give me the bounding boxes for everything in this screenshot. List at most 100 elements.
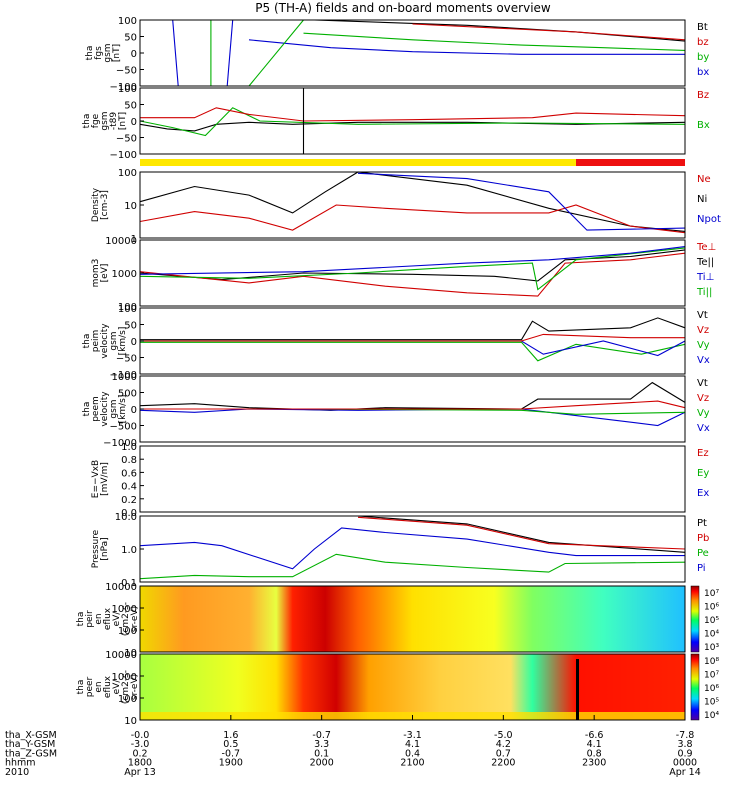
legend-entry: Vz — [697, 325, 709, 336]
legend-entry: Pi — [697, 563, 706, 574]
y-tick-label: 0.8 — [121, 455, 137, 466]
colorbar-label: 10⁵ — [704, 616, 719, 626]
panel-frame — [139, 445, 686, 513]
series-3-line — [357, 515, 686, 553]
series-1-line — [139, 527, 685, 570]
ephemeris-footer: tha_X-GSM -0.0 1.6 -0.7 -3.1 -5.0 -6.6 -7.8 tha_… — [5, 730, 701, 778]
y-label-line: sr-eV) — [130, 674, 140, 700]
y-label-line: en — [94, 681, 104, 692]
legend-entry: Pt — [697, 518, 707, 529]
series-3-line — [248, 39, 685, 55]
y-tick-label: 1.0 — [121, 545, 137, 556]
spectrogram-gap — [576, 659, 579, 720]
legend: Te⊥ Te|| Ti⊥ Ti|| — [696, 242, 716, 298]
series-2-line — [139, 252, 686, 297]
series-2-line — [139, 107, 686, 137]
y-label-line: peim — [91, 330, 101, 353]
y-label-line: -t89 — [109, 112, 119, 131]
footer-value: 0.5 — [223, 739, 238, 750]
y-axis-label: Pressure [nPa] — [91, 529, 110, 568]
footer-value: 3.8 — [677, 739, 692, 750]
y-tick-label: 100 — [118, 84, 137, 95]
footer-row-label: 2010 — [5, 767, 29, 778]
footer-row-label: tha_X-GSM — [5, 730, 57, 741]
y-tick-label: 50 — [124, 33, 137, 44]
series-5-line — [248, 19, 304, 87]
y-axis-label: E=−VxB [mV/m] — [91, 460, 110, 498]
footer-value: 0.1 — [314, 748, 329, 759]
legend-entry: Vy — [697, 408, 710, 419]
panel-frame — [139, 585, 686, 653]
panel-2: 100 50 0 −50 −100 tha fge gsm -t89 [nT] Bz Bx — [82, 84, 710, 161]
series-3-line — [139, 247, 686, 291]
panel-frame — [139, 19, 686, 87]
spectrogram — [140, 586, 685, 652]
footer-value: 3.3 — [314, 739, 329, 750]
y-axis-label: tha peim velocity gsm [km/s] — [82, 323, 128, 359]
footer-value: 0.9 — [677, 748, 692, 759]
page-title: P5 (TH-A) fields and on-board moments ov… — [255, 1, 551, 15]
footer-value: 4.1 — [405, 739, 420, 750]
y-label-line: tha — [85, 46, 95, 61]
y-label-line: eflux — [103, 607, 113, 630]
y-label-line: sr-eV) — [130, 606, 140, 632]
footer-value: 0.4 — [405, 748, 420, 759]
y-tick-label: −100 — [110, 82, 137, 93]
legend-entry: Vy — [697, 340, 710, 351]
y-label-line: eflux — [103, 675, 113, 698]
y-tick-label: −500 — [110, 422, 137, 433]
series-8-line — [412, 23, 686, 41]
y-label-line: [nT] — [112, 44, 122, 62]
legend-entry: Pe — [697, 548, 709, 559]
series-1-line — [139, 249, 686, 282]
y-label-line: [mV/m] — [100, 462, 110, 496]
legend: Pt Pb Pe Pi — [697, 518, 709, 574]
footer-value: Apr 13 — [124, 767, 156, 778]
y-label-line: gsm — [109, 399, 119, 418]
legend-entry: Ey — [697, 468, 709, 479]
y-label-line: [nT] — [118, 112, 128, 130]
footer-value: -0.7 — [312, 730, 331, 741]
series-1-line — [140, 341, 686, 362]
series-4-line — [140, 400, 686, 410]
colorbar-label: 10⁸ — [704, 657, 719, 667]
time-axis — [139, 715, 686, 720]
legend-entry: Bz — [697, 90, 709, 101]
series-4-line — [139, 246, 686, 275]
legend-entry: Ne — [697, 174, 711, 185]
y-label-line: [km/s] — [118, 327, 128, 356]
legend-entry: Pb — [697, 533, 709, 544]
y-tick-label: 10 — [124, 648, 137, 659]
panel-4: 10000 1000 100 mom3 [eV] Te⊥ Te|| Ti⊥ Ti|| — [91, 236, 716, 313]
series-1-line — [139, 171, 686, 232]
y-tick-label: 0 — [131, 337, 137, 348]
legend-entry: Te|| — [696, 257, 714, 268]
footer-value: -5.0 — [494, 730, 513, 741]
y-tick-label: −100 — [110, 370, 137, 381]
legend-entry: Ni — [697, 194, 707, 205]
y-tick-label: 50 — [124, 101, 137, 112]
y-axis-label: tha peer en eflux eV/(cm2-s-sr-eV) — [76, 670, 140, 704]
legend-entry: Vz — [697, 393, 709, 404]
legend: Bt bz by bx — [697, 22, 709, 78]
y-tick-label: 100 — [118, 694, 137, 705]
y-label-line: tha — [82, 402, 92, 417]
y-label-line: E=−VxB — [91, 460, 101, 498]
y-label-line: gsm — [100, 111, 110, 130]
series-2-line — [139, 204, 686, 234]
colorbar: 10⁷ 10⁶ 10⁵ 10⁴ 10³ — [690, 585, 719, 653]
y-tick-label: 1.0 — [121, 442, 137, 453]
footer-row-label: hhmm — [5, 758, 36, 769]
y-tick-label: −50 — [116, 134, 137, 145]
series-2-line — [139, 553, 686, 580]
footer-value: 2200 — [491, 758, 515, 769]
footer-value: 0000 — [673, 758, 697, 769]
spectrogram — [140, 654, 685, 720]
y-label-line: velocity — [100, 323, 110, 359]
footer-value: -3.0 — [131, 739, 150, 750]
y-tick-label: 0.2 — [121, 495, 137, 506]
y-axis-label: mom3 [eV] — [91, 259, 110, 288]
y-label-line: (cm2-s- — [121, 670, 131, 704]
y-tick-label: 10000 — [105, 236, 137, 247]
